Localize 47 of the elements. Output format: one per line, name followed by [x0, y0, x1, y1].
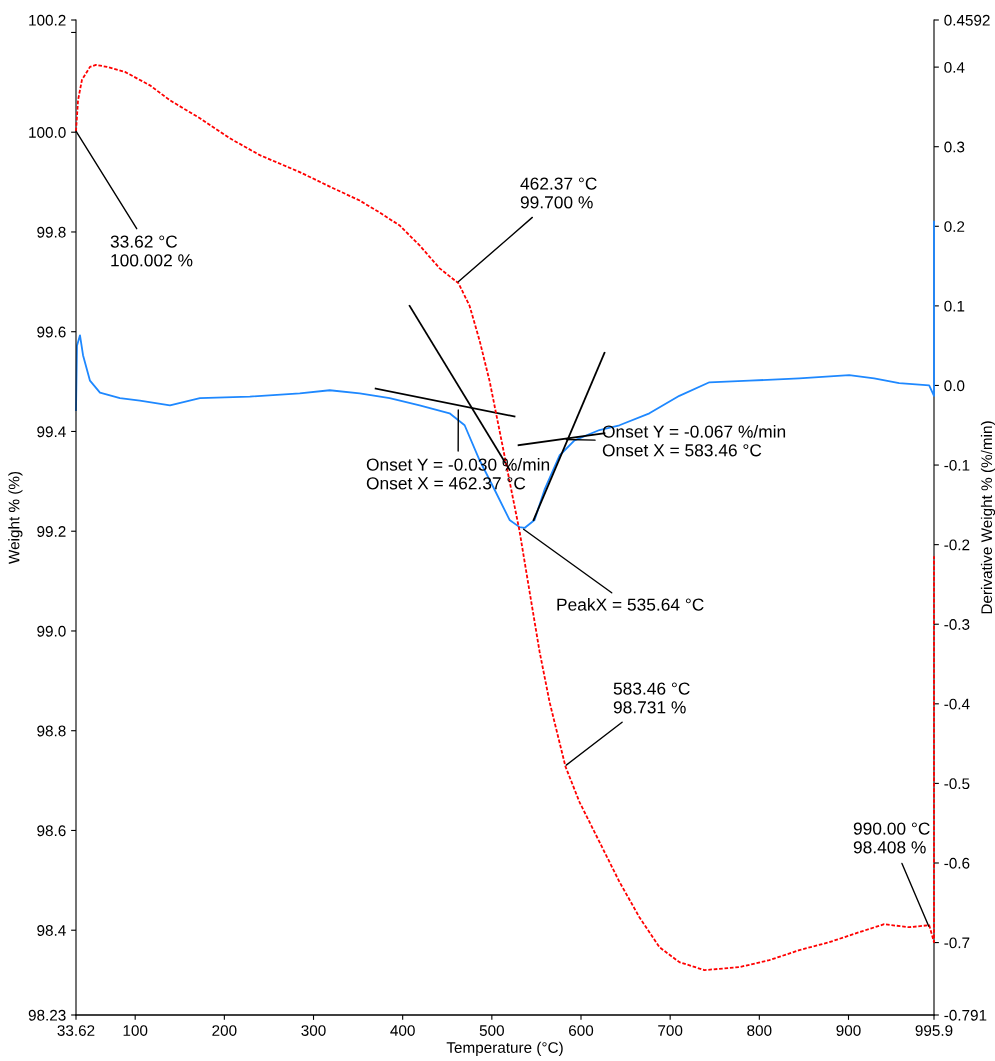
y-tick-label: 99.8 [37, 226, 66, 238]
y-tick-label: 98.23 [28, 1009, 66, 1021]
annotation: Onset Y = -0.067 %/min Onset X = 583.46 °C [602, 425, 786, 457]
y2-tick-label: -0.5 [944, 778, 970, 790]
y2-tick-label: 0.1 [944, 300, 965, 312]
annotation: 990.00 °C 98.408 % [853, 822, 930, 854]
y-tick-label: 98.6 [37, 825, 66, 837]
x-tick-label: 900 [836, 1025, 861, 1036]
y-tick-label: 98.8 [37, 725, 66, 737]
y-tick-label: 100.2 [29, 14, 66, 26]
y2-tick-label: -0.6 [944, 857, 970, 869]
y2-tick-label: 0.2 [944, 221, 965, 232]
y-axis-title: Weight % (%) [8, 471, 23, 564]
x-tick-label: 500 [479, 1025, 504, 1036]
y2-tick-label: -0.7 [944, 937, 970, 949]
y2-axis-title: Derivative Weight % (%/min) [980, 421, 995, 614]
x-tick-label: 800 [747, 1025, 772, 1036]
y-tick-label: 99.4 [37, 426, 66, 438]
annotation: 462.37 °C 99.700 % [520, 177, 597, 209]
x-tick-label: 400 [390, 1025, 415, 1036]
y2-tick-label: 0.4 [944, 61, 965, 73]
x-tick-label: 200 [212, 1025, 237, 1036]
y2-tick-label: 0.4592 [944, 14, 990, 26]
y2-tick-label: -0.4 [944, 698, 970, 710]
y2-tick-label: -0.1 [944, 459, 970, 471]
y-tick-label: 98.4 [37, 925, 66, 936]
line-series [75, 63, 935, 972]
x-tick-label: 300 [301, 1025, 326, 1036]
y-tick-label: 99.2 [37, 526, 66, 537]
y2-tick-label: 0.0 [944, 380, 965, 392]
y-tick-label: 99.0 [37, 625, 66, 637]
x-tick-label: 700 [658, 1025, 683, 1036]
x-tick-label: 100 [123, 1025, 148, 1036]
y-tick-label: 100.0 [29, 127, 66, 138]
x-tick-label: 600 [569, 1025, 594, 1036]
line-series [75, 220, 935, 529]
x-tick-label: 995.9 [915, 1025, 953, 1036]
y2-tick-label: -0.791 [944, 1009, 987, 1021]
annotation: PeakX = 535.64 °C [557, 598, 704, 611]
annotation: 33.62 °C 100.002 % [110, 235, 193, 267]
y2-tick-label: -0.3 [944, 619, 970, 630]
x-tick-label: 33.62 [57, 1025, 95, 1036]
y2-tick-label: -0.2 [944, 539, 970, 551]
annotation: 583.46 °C 98.731 % [613, 682, 690, 714]
y2-tick-label: 0.3 [944, 141, 965, 153]
y-tick-label: 99.6 [37, 326, 66, 338]
x-axis-title: Temperature (°C) [446, 1041, 563, 1056]
